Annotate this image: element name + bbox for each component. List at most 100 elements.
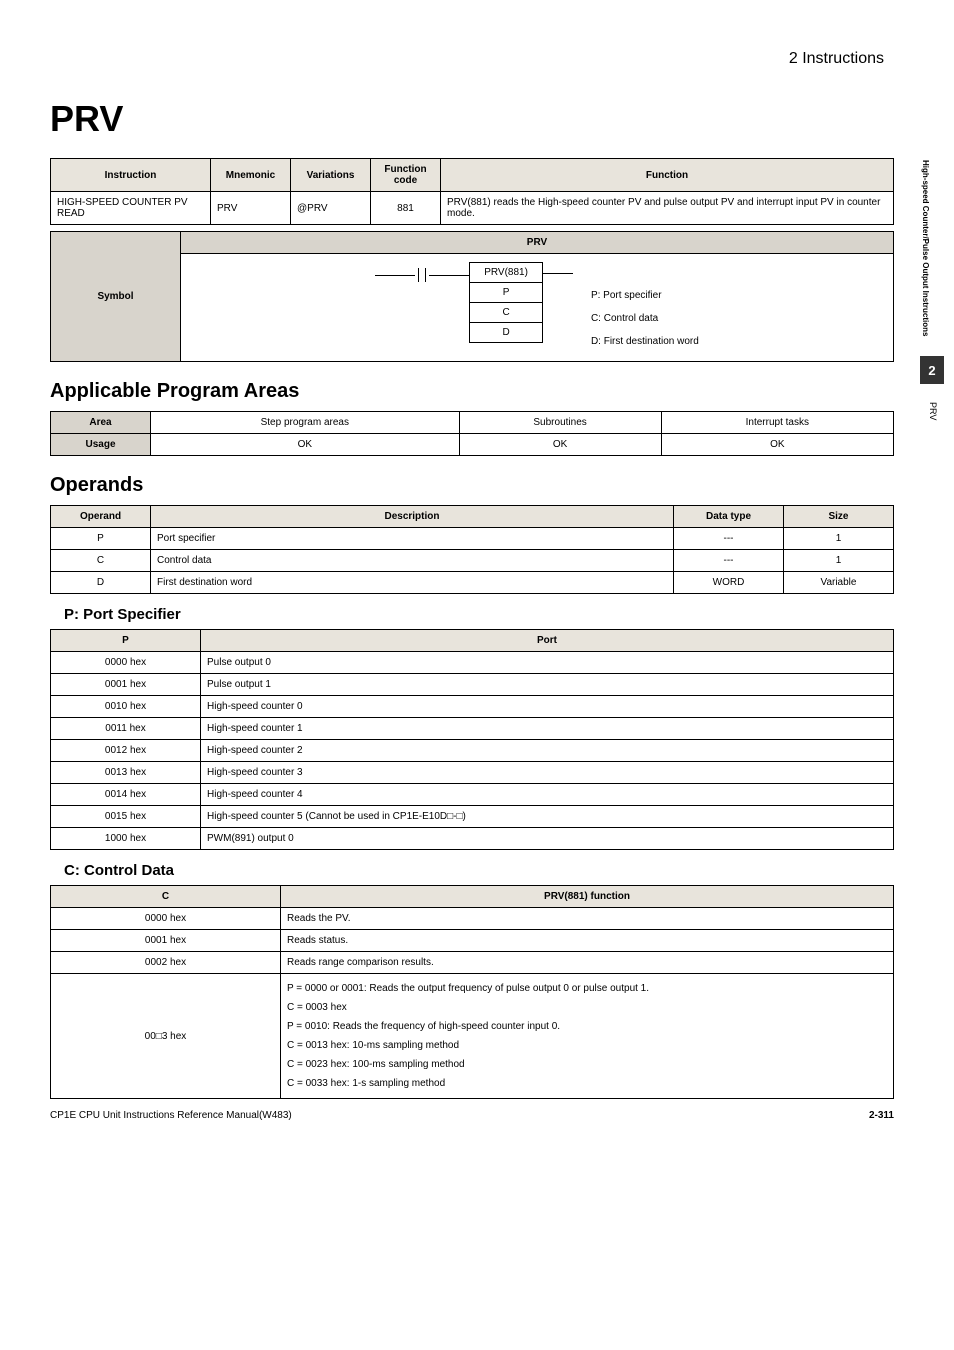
th-datatype: Data type [674,506,784,528]
table-row: DFirst destination wordWORDVariable [51,572,894,594]
cell: High-speed counter 0 [201,696,894,718]
ladder-diagram: PRV(881) P C D P: Port specifier C: Cont… [189,262,885,353]
cell: 1000 hex [51,828,201,850]
inst-name-cell: PRV(881) [469,262,543,283]
th-steps: Step program areas [151,412,460,434]
table-row: 0000 hexReads the PV. [51,908,894,930]
th-operand: Operand [51,506,151,528]
cell: OK [151,434,460,456]
th-function-code: Function code [371,159,441,192]
ladder-right-rail [543,273,573,274]
th-subroutines: Subroutines [459,412,661,434]
table-row: HIGH-SPEED COUNTER PV READ PRV @PRV 881 … [51,192,894,225]
cell: Port specifier [151,528,674,550]
cell: WORD [674,572,784,594]
desc-c: C: Control data [591,307,699,330]
cell: 1 [784,528,894,550]
table-row: 0001 hexPulse output 1 [51,674,894,696]
instruction-block: PRV(881) P C D [469,262,543,343]
cell: 0001 hex [51,674,201,696]
cell: D [51,572,151,594]
th-prv-function: PRV(881) function [281,886,894,908]
cell: PWM(891) output 0 [201,828,894,850]
page-footer: CP1E CPU Unit Instructions Reference Man… [50,1110,894,1121]
cell: Pulse output 0 [201,652,894,674]
cell: 0011 hex [51,718,201,740]
operand-descriptions: P: Port specifier C: Control data D: Fir… [591,262,699,353]
inst-p-cell: P [469,282,543,303]
table-row: 1000 hexPWM(891) output 0 [51,828,894,850]
side-chapter-number: 2 [920,356,944,384]
cell: C [51,550,151,572]
cell: High-speed counter 5 (Cannot be used in … [201,806,894,828]
page-title: PRV [50,98,894,140]
cell: High-speed counter 3 [201,762,894,784]
cell: Reads status. [281,930,894,952]
section-operands: Operands [50,474,894,497]
table-row: 0013 hexHigh-speed counter 3 [51,762,894,784]
table-row: PPort specifier---1 [51,528,894,550]
th-area: Area [51,412,151,434]
table-row: 0001 hexReads status. [51,930,894,952]
th-mnemonic: Mnemonic [211,159,291,192]
th-port: Port [201,630,894,652]
side-vertical-text: High-speed Counter/Pulse Output Instruct… [920,160,929,336]
cell: --- [674,528,784,550]
table-row: 0012 hexHigh-speed counter 2 [51,740,894,762]
cell: Reads the PV. [281,908,894,930]
table-row: 0015 hexHigh-speed counter 5 (Cannot be … [51,806,894,828]
th-p: P [51,630,201,652]
cell: Control data [151,550,674,572]
table-row: 00□3 hexP = 0000 or 0001: Reads the outp… [51,974,894,1099]
cell: 0000 hex [51,652,201,674]
table-row: CControl data---1 [51,550,894,572]
cell: P [51,528,151,550]
subsection-control-data: C: Control Data [64,862,894,879]
side-tabs: High-speed Counter/Pulse Output Instruct… [920,160,944,421]
cell: P = 0000 or 0001: Reads the output frequ… [281,974,894,1099]
inst-d-cell: D [469,322,543,343]
table-row: 0011 hexHigh-speed counter 1 [51,718,894,740]
cell: Pulse output 1 [201,674,894,696]
cell-instruction: HIGH-SPEED COUNTER PV READ [51,192,211,225]
th-interrupt: Interrupt tasks [661,412,893,434]
cell-code: 881 [371,192,441,225]
table-row: 0010 hexHigh-speed counter 0 [51,696,894,718]
table-row: Usage OK OK OK [51,434,894,456]
inst-c-cell: C [469,302,543,323]
cell-function: PRV(881) reads the High-speed counter PV… [441,192,894,225]
port-table: P Port 0000 hexPulse output 00001 hexPul… [50,629,894,850]
section-applicable-areas: Applicable Program Areas [50,380,894,403]
cell: OK [459,434,661,456]
cell: --- [674,550,784,572]
cell: 0013 hex [51,762,201,784]
subsection-port-specifier: P: Port Specifier [64,606,894,623]
ladder-left-rail [375,268,469,282]
th-variations: Variations [291,159,371,192]
cell: Variable [784,572,894,594]
footer-page-number: 2-311 [869,1110,894,1121]
operands-table: Operand Description Data type Size PPort… [50,505,894,594]
cell: 0015 hex [51,806,201,828]
cell: First destination word [151,572,674,594]
symbol-table: Symbol PRV PRV(881) P C D [50,231,894,362]
cell: Reads range comparison results. [281,952,894,974]
cell-mnemonic: PRV [211,192,291,225]
row-usage-label: Usage [51,434,151,456]
chapter-header: 2 Instructions [50,50,894,68]
cell: 0001 hex [51,930,281,952]
cell-variations: @PRV [291,192,371,225]
table-row: 0002 hexReads range comparison results. [51,952,894,974]
symbol-label: Symbol [51,232,181,362]
side-mnemonic: PRV [928,402,938,420]
th-function: Function [441,159,894,192]
th-size: Size [784,506,894,528]
cell: OK [661,434,893,456]
instruction-summary-table: Instruction Mnemonic Variations Function… [50,158,894,225]
cell: 0012 hex [51,740,201,762]
desc-p: P: Port specifier [591,284,699,307]
symbol-body: PRV(881) P C D P: Port specifier C: Cont… [181,254,894,362]
control-data-table: C PRV(881) function 0000 hexReads the PV… [50,885,894,1099]
cell: 0014 hex [51,784,201,806]
cell: 1 [784,550,894,572]
